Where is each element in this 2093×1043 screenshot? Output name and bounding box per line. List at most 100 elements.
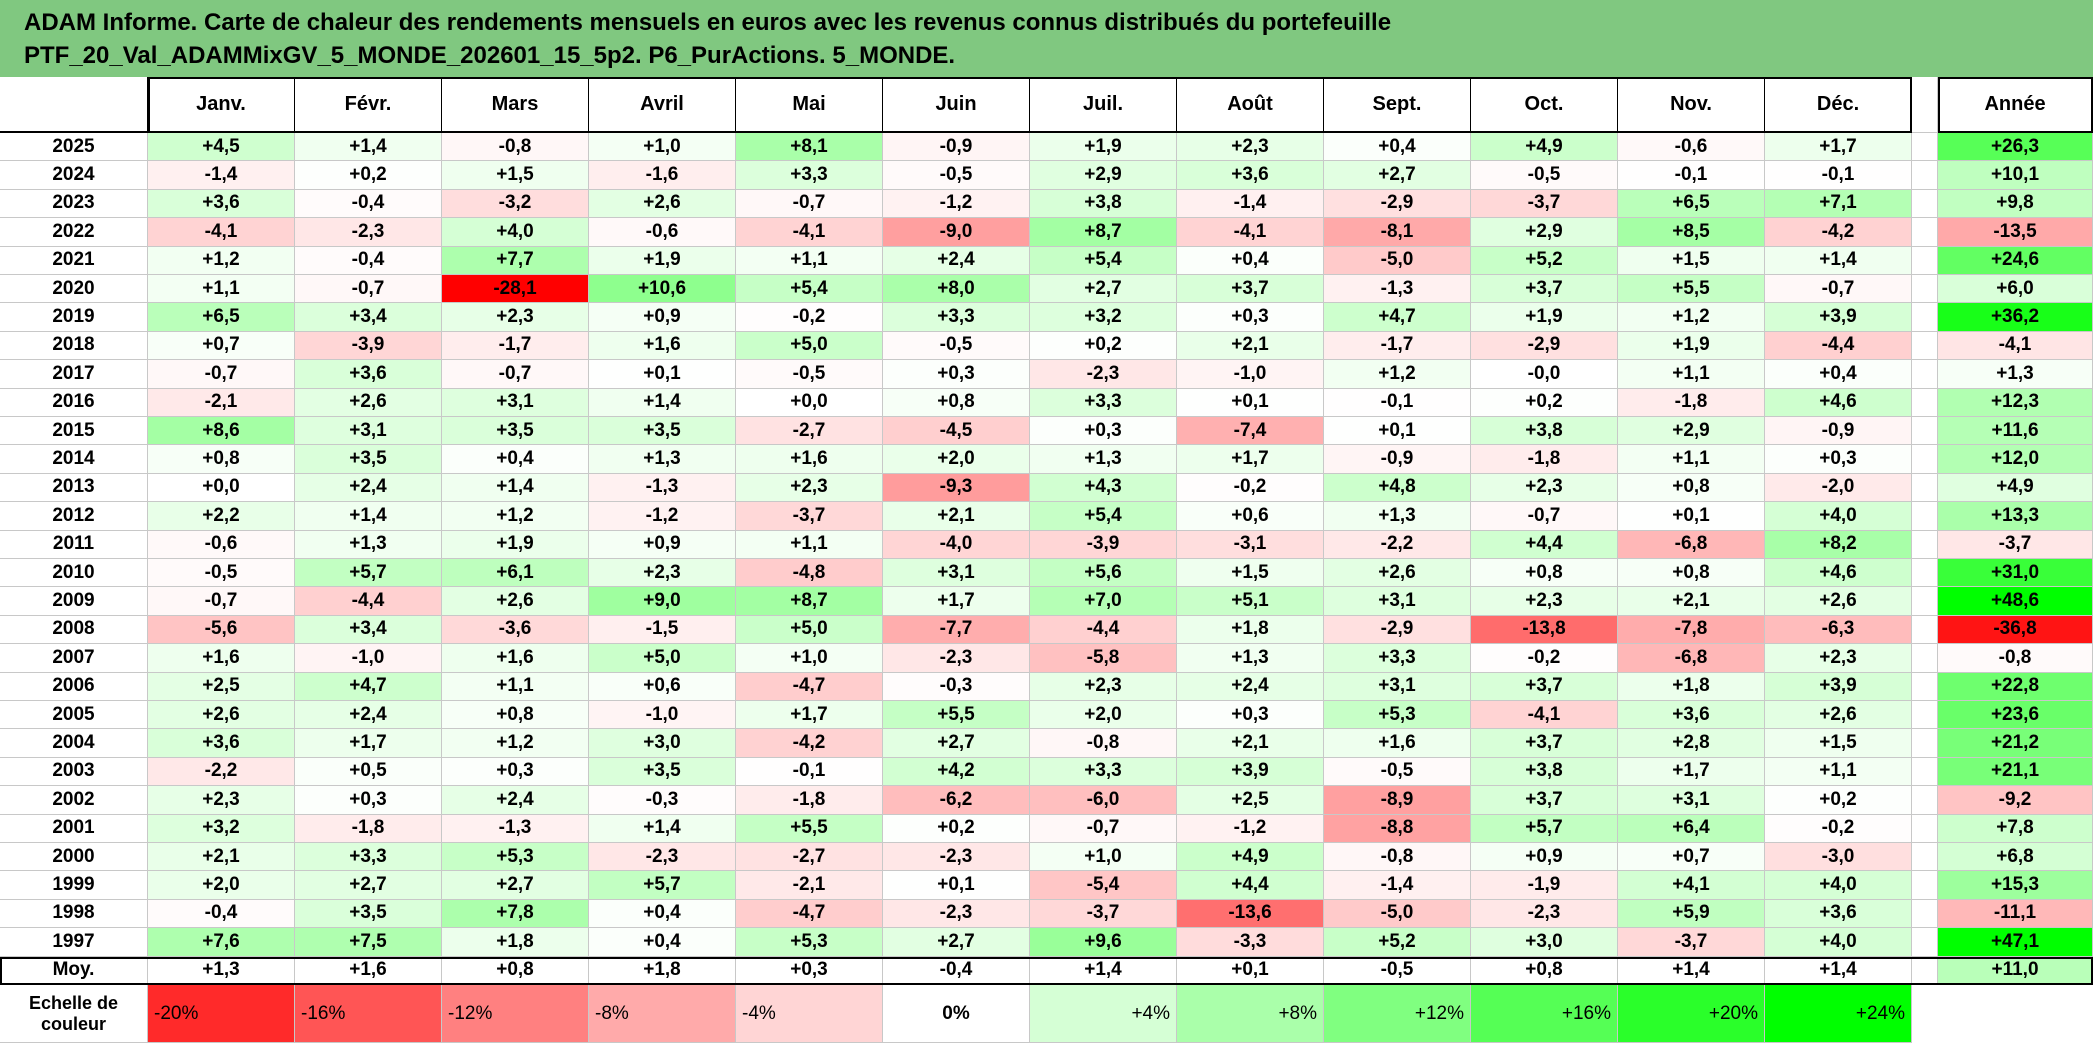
heatmap-cell: -4,7 — [736, 672, 883, 701]
average-cell: +1,4 — [1618, 956, 1765, 985]
heatmap-cell: +0,2 — [295, 161, 442, 190]
heatmap-cell: -6,2 — [883, 786, 1030, 815]
heatmap-cell: +2,1 — [883, 502, 1030, 531]
heatmap-cell: -5,6 — [148, 615, 295, 645]
heatmap-cell: +2,9 — [1618, 417, 1765, 446]
heatmap-cell: +2,9 — [1471, 218, 1618, 247]
year-label: 2009 — [0, 587, 148, 616]
heatmap-cell: +0,8 — [1618, 473, 1765, 503]
heatmap-cell: +4,7 — [295, 672, 442, 701]
year-label: 2020 — [0, 275, 148, 304]
heatmap-cell: +3,3 — [736, 161, 883, 190]
heatmap-cell: +3,2 — [148, 814, 295, 843]
heatmap-cell: +3,5 — [589, 757, 736, 787]
heatmap-cell: +2,3 — [1471, 473, 1618, 503]
heatmap-cell: -0,7 — [148, 360, 295, 389]
color-scale-swatch: +12% — [1324, 985, 1471, 1043]
heatmap-cell: -1,8 — [1471, 445, 1618, 474]
heatmap-cell: +0,7 — [148, 331, 295, 361]
heatmap-cell: -1,3 — [1324, 275, 1471, 304]
heatmap-cell: +1,9 — [1618, 331, 1765, 361]
heatmap-cell: -0,7 — [736, 189, 883, 219]
heatmap-cell: +1,8 — [1177, 615, 1324, 645]
heatmap-cell: +2,3 — [736, 473, 883, 503]
heatmap-cell: +4,3 — [1030, 473, 1177, 503]
heatmap-cell: -2,2 — [1324, 530, 1471, 559]
heatmap-cell: +3,4 — [295, 615, 442, 645]
heatmap-cell: +3,4 — [295, 303, 442, 332]
annual-cell: +36,2 — [1938, 303, 2093, 332]
heatmap-cell: -8,9 — [1324, 786, 1471, 815]
heatmap-cell: +5,6 — [1030, 559, 1177, 588]
year-label: 2022 — [0, 218, 148, 247]
annual-cell: -9,2 — [1938, 786, 2093, 815]
corner-cell — [0, 77, 148, 133]
heatmap-cell: +8,7 — [1030, 218, 1177, 247]
average-cell: +0,8 — [442, 956, 589, 985]
heatmap-cell: +1,2 — [1618, 303, 1765, 332]
annual-cell: +1,3 — [1938, 360, 2093, 389]
heatmap-cell: -4,4 — [1030, 615, 1177, 645]
average-cell: +0,1 — [1177, 956, 1324, 985]
heatmap-cell: +1,6 — [1324, 729, 1471, 758]
heatmap-cell: -4,5 — [883, 417, 1030, 446]
heatmap-cell: +1,2 — [148, 246, 295, 275]
heatmap-cell: +0,8 — [148, 445, 295, 474]
heatmap-cell: +5,3 — [442, 843, 589, 872]
heatmap-cell: +2,3 — [1471, 587, 1618, 616]
heatmap-cell: -3,7 — [736, 502, 883, 531]
heatmap-cell: +1,2 — [442, 729, 589, 758]
heatmap-cell: +3,8 — [1471, 757, 1618, 787]
heatmap-cell: -1,7 — [1324, 331, 1471, 361]
heatmap-cell: -0,9 — [883, 133, 1030, 162]
heatmap-cell: +0,9 — [589, 303, 736, 332]
heatmap-cell: -7,8 — [1618, 615, 1765, 645]
spacer-cell — [1912, 218, 1938, 247]
year-label: 2023 — [0, 189, 148, 219]
heatmap-cell: +1,9 — [442, 530, 589, 559]
heatmap-cell: +5,0 — [736, 615, 883, 645]
heatmap-cell: -13,8 — [1471, 615, 1618, 645]
heatmap-cell: +4,6 — [1765, 388, 1912, 417]
heatmap-cell: -6,8 — [1618, 644, 1765, 673]
heatmap-cell: +3,1 — [883, 559, 1030, 588]
average-cell: +0,8 — [1471, 956, 1618, 985]
heatmap-cell: +0,2 — [883, 814, 1030, 843]
heatmap-cell: +2,3 — [148, 786, 295, 815]
heatmap-cell: -0,5 — [1471, 161, 1618, 190]
heatmap-cell: +8,5 — [1618, 218, 1765, 247]
heatmap-cell: +3,6 — [1618, 701, 1765, 730]
year-label: 2005 — [0, 701, 148, 730]
heatmap-cell: +4,0 — [1765, 928, 1912, 957]
heatmap-cell: -0,3 — [589, 786, 736, 815]
heatmap-cell: +1,6 — [148, 644, 295, 673]
year-label: 2013 — [0, 473, 148, 503]
heatmap-cell: +1,1 — [442, 672, 589, 701]
annual-cell: -36,8 — [1938, 615, 2093, 645]
average-cell: +1,3 — [148, 956, 295, 985]
color-scale-swatch: -4% — [736, 985, 883, 1043]
heatmap-cell: -0,5 — [883, 161, 1030, 190]
heatmap-cell: -9,3 — [883, 473, 1030, 503]
heatmap-cell: +2,3 — [1765, 644, 1912, 673]
heatmap-cell: +1,1 — [736, 246, 883, 275]
heatmap-cell: +0,9 — [589, 530, 736, 559]
heatmap-cell: -1,4 — [1324, 871, 1471, 900]
annual-cell: +10,1 — [1938, 161, 2093, 190]
spacer-cell — [1912, 701, 1938, 730]
color-scale-swatch: 0% — [883, 985, 1030, 1043]
chart-title-line-1: ADAM Informe. Carte de chaleur des rende… — [24, 9, 1392, 36]
chart-title-line-2: PTF_20_Val_ADAMMixGV_5_MONDE_202601_15_5… — [24, 42, 956, 69]
heatmap-cell: +3,0 — [1471, 928, 1618, 957]
heatmap-cell: -0,5 — [148, 559, 295, 588]
heatmap-cell: +4,2 — [883, 757, 1030, 787]
heatmap-cell: +3,8 — [1471, 417, 1618, 446]
annual-cell: +21,1 — [1938, 757, 2093, 787]
heatmap-cell: -5,4 — [1030, 871, 1177, 900]
annual-cell: +26,3 — [1938, 133, 2093, 162]
heatmap-cell: +2,7 — [442, 871, 589, 900]
heatmap-cell: -1,8 — [1618, 388, 1765, 417]
heatmap-cell: +2,7 — [295, 871, 442, 900]
heatmap-cell: +3,6 — [295, 360, 442, 389]
heatmap-cell: +2,3 — [1177, 133, 1324, 162]
